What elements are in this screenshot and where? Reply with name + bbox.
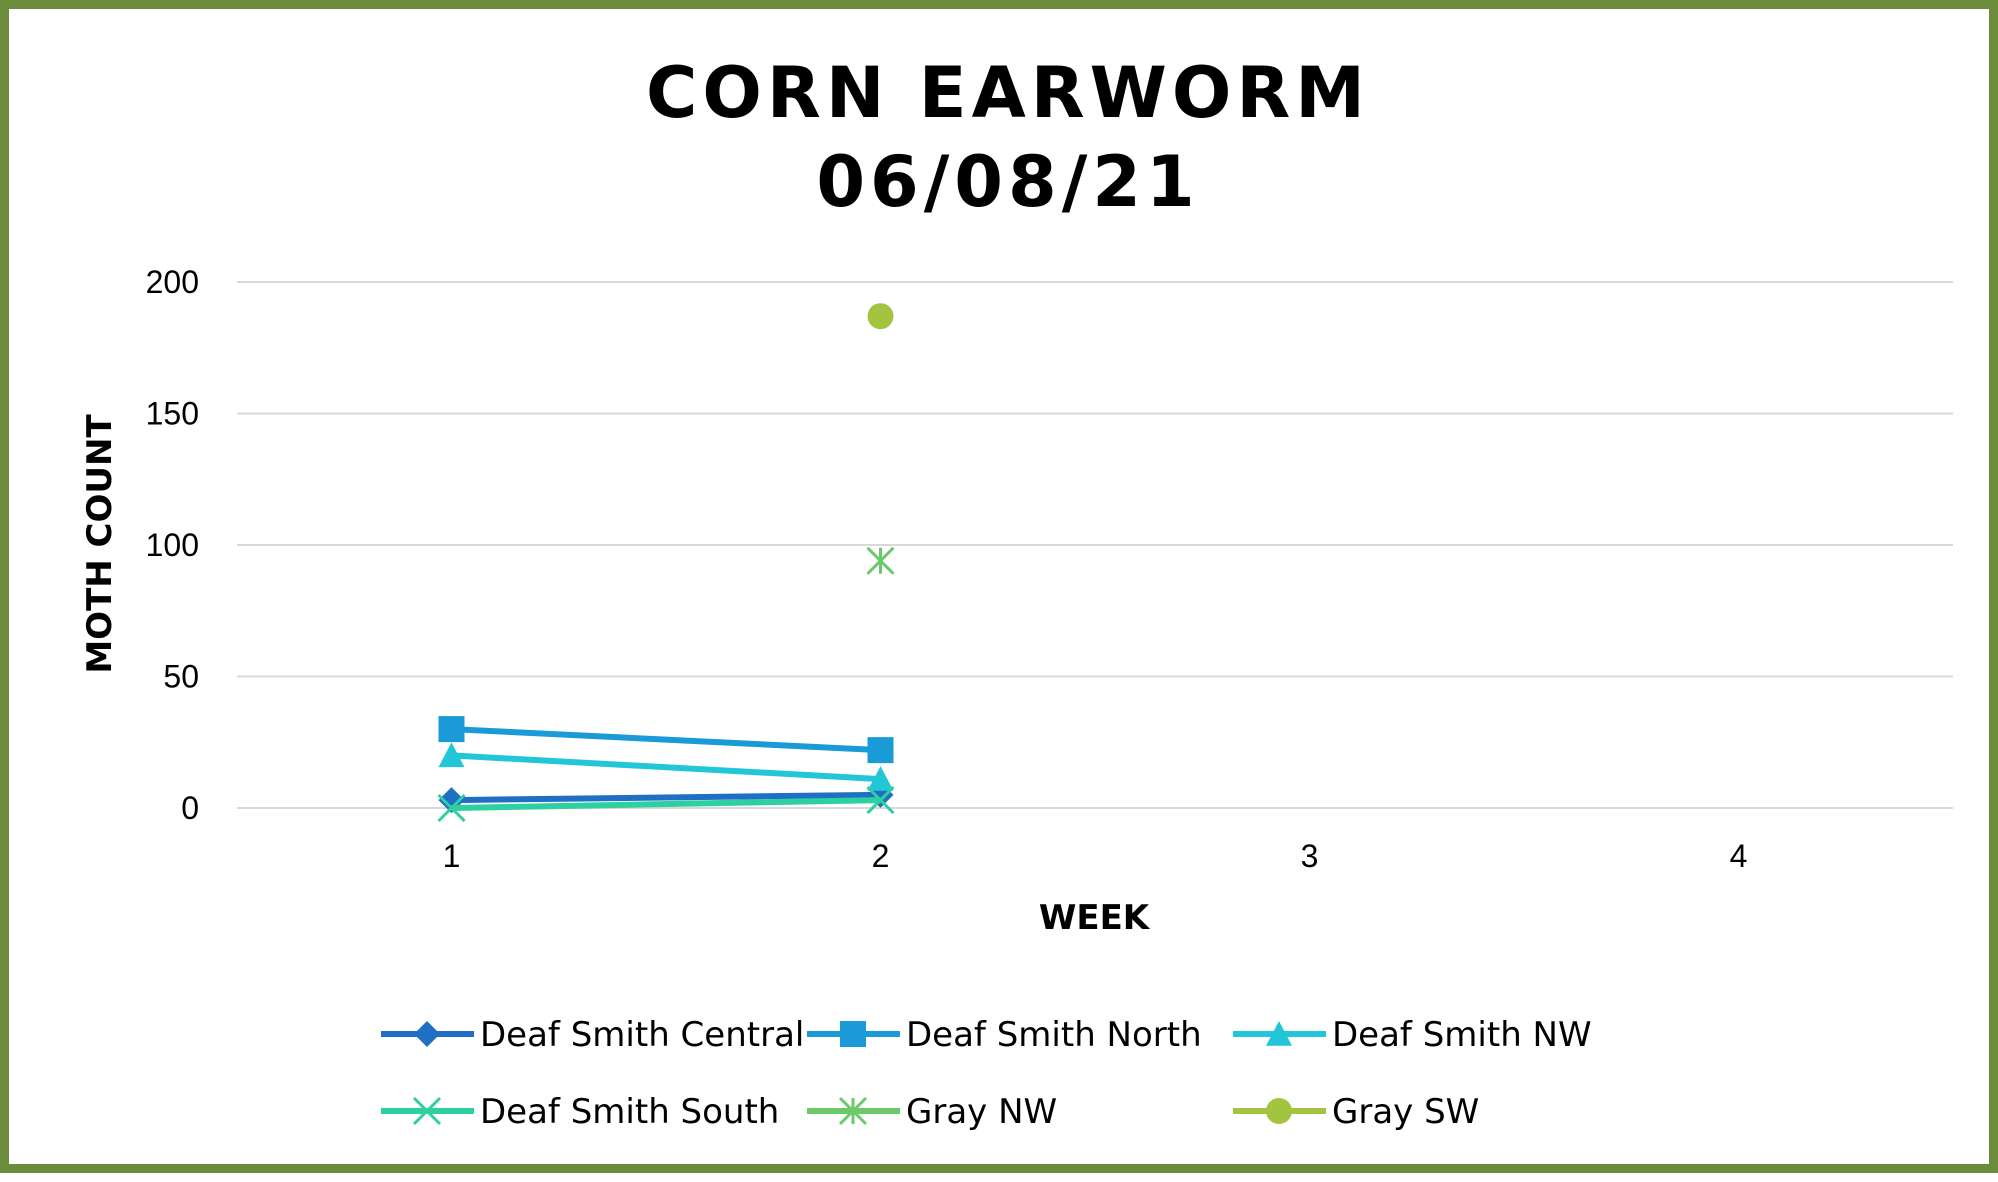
y-tick-label-50: 50 <box>163 659 199 695</box>
series-line-deaf-smith-north <box>451 726 881 754</box>
legend-label-gray-nw: Gray NW <box>906 1092 1057 1132</box>
plot-series <box>437 303 895 823</box>
legend-item-gray-sw: Gray SW <box>1233 1092 1479 1132</box>
y-axis-title: MOTH COUNT <box>80 414 120 674</box>
data-point-deaf-smith-nw-2 <box>867 766 894 791</box>
legend-label-deaf-smith-south: Deaf Smith South <box>480 1092 779 1132</box>
x-axis-title: WEEK <box>1039 898 1151 938</box>
data-point-deaf-smith-south-1 <box>437 793 466 823</box>
x-axis-tick-labels: 1 2 3 4 <box>443 838 1748 874</box>
data-point-gray-sw-2 <box>867 303 894 330</box>
legend-item-deaf-smith-central: Deaf Smith Central <box>381 1015 804 1055</box>
x-tick-label-1: 1 <box>443 838 461 874</box>
gridlines <box>237 281 1953 809</box>
legend-label-deaf-smith-central: Deaf Smith Central <box>480 1015 804 1055</box>
y-tick-label-100: 100 <box>146 527 199 563</box>
x-tick-label-2: 2 <box>872 838 890 874</box>
data-point-deaf-smith-nw-1 <box>438 742 465 768</box>
chart-title-line-2: 06/08/21 <box>816 141 1199 223</box>
y-tick-label-0: 0 <box>181 790 199 826</box>
legend-item-deaf-smith-south: Deaf Smith South <box>381 1092 779 1132</box>
chart-title-line-1: CORN EARWORM <box>646 52 1370 134</box>
y-axis-tick-labels: 0 50 100 150 200 <box>146 264 199 826</box>
legend-label-gray-sw: Gray SW <box>1332 1092 1479 1132</box>
legend-marker-deaf-smith-nw <box>1266 1021 1292 1046</box>
x-tick-label-4: 4 <box>1730 838 1748 874</box>
series-line-deaf-smith-nw <box>451 752 881 783</box>
legend: Deaf Smith Central Deaf Smith North Deaf S… <box>381 1015 1592 1132</box>
legend-item-gray-nw: Gray NW <box>807 1092 1057 1132</box>
series-gray-nw <box>866 546 895 575</box>
y-tick-label-200: 200 <box>146 264 199 300</box>
legend-label-deaf-smith-nw: Deaf Smith NW <box>1332 1015 1592 1055</box>
data-point-gray-nw-2 <box>866 546 895 575</box>
x-tick-label-3: 3 <box>1301 838 1319 874</box>
legend-marker-gray-sw <box>1266 1098 1292 1124</box>
legend-marker-deaf-smith-central <box>414 1021 440 1047</box>
data-point-deaf-smith-north-2 <box>867 737 894 764</box>
y-tick-label-150: 150 <box>146 396 199 432</box>
legend-item-deaf-smith-north: Deaf Smith North <box>807 1015 1202 1055</box>
data-point-deaf-smith-south-2 <box>866 786 895 815</box>
series-gray-sw <box>867 303 894 330</box>
legend-marker-gray-nw <box>838 1096 868 1126</box>
series-deaf-smith-south <box>437 786 895 823</box>
legend-item-deaf-smith-nw: Deaf Smith NW <box>1233 1015 1592 1055</box>
series-line-deaf-smith-central <box>451 791 881 804</box>
legend-label-deaf-smith-north: Deaf Smith North <box>906 1015 1202 1055</box>
legend-marker-deaf-smith-north <box>840 1021 866 1047</box>
data-point-deaf-smith-north-1 <box>438 716 465 743</box>
series-deaf-smith-nw <box>438 742 894 791</box>
series-deaf-smith-north <box>438 716 894 764</box>
series-line-deaf-smith-south <box>451 797 881 811</box>
legend-marker-deaf-smith-south <box>412 1096 442 1126</box>
